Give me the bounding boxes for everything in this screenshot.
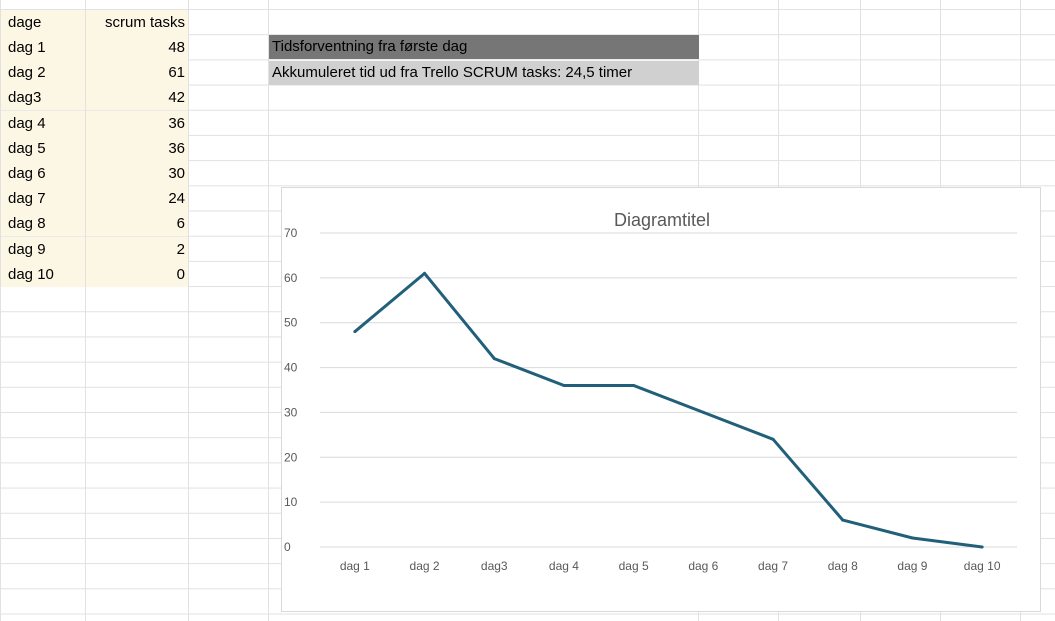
row-value-cell[interactable]: 61 <box>86 60 188 86</box>
chart-canvas: Diagramtitel 0 10 20 30 40 50 60 70 dag 1 dag 2 da… <box>284 210 1017 573</box>
column-divider <box>0 0 1 621</box>
data-point[interactable] <box>980 545 984 549</box>
data-point[interactable] <box>841 518 845 522</box>
column-divider <box>188 0 189 621</box>
x-tick-label: dag3 <box>481 559 508 573</box>
line-chart[interactable]: Diagramtitel 0 10 20 30 40 50 60 70 dag 1 dag 2 da… <box>281 187 1041 612</box>
x-tick-label: dag 7 <box>758 559 788 573</box>
expectation-banner[interactable]: Tidsforventning fra første dag <box>269 35 699 59</box>
x-tick-label: dag 8 <box>828 559 858 573</box>
y-tick-label: 40 <box>284 361 298 375</box>
y-tick-label: 0 <box>284 540 291 554</box>
series-line[interactable] <box>353 271 983 549</box>
data-point[interactable] <box>353 330 357 334</box>
row-value-cell[interactable]: 42 <box>86 85 188 111</box>
row-value-cell[interactable]: 36 <box>86 110 188 136</box>
y-tick-label: 70 <box>284 226 298 240</box>
header-cell-scrum-tasks[interactable]: scrum tasks <box>86 10 188 35</box>
x-tick-label: dag 9 <box>897 559 927 573</box>
row-label-cell[interactable]: dag3 <box>1 85 85 111</box>
y-tick-label: 20 <box>284 450 298 464</box>
y-tick-label: 10 <box>284 495 298 509</box>
row-label-cell[interactable]: dag 8 <box>1 211 85 237</box>
data-point[interactable] <box>910 536 914 540</box>
y-tick-label: 30 <box>284 405 298 419</box>
x-tick-label: dag 6 <box>688 559 718 573</box>
data-point[interactable] <box>562 384 566 388</box>
row-value-cell[interactable]: 6 <box>86 211 188 237</box>
row-label-cell[interactable]: dag 1 <box>1 35 85 60</box>
row-value-cell[interactable]: 30 <box>86 161 188 186</box>
x-tick-label: dag 1 <box>340 559 370 573</box>
y-tick-label: 60 <box>284 271 298 285</box>
accumulated-time-banner[interactable]: Akkumuleret tid ud fra Trello SCRUM task… <box>269 61 699 85</box>
row-value-cell[interactable]: 24 <box>86 186 188 212</box>
row-value-cell[interactable]: 36 <box>86 135 188 161</box>
row-label-cell[interactable]: dag 7 <box>1 186 85 212</box>
data-point[interactable] <box>492 357 496 361</box>
x-tick-label: dag 5 <box>619 559 649 573</box>
row-label-cell[interactable]: dag 5 <box>1 135 85 161</box>
row-label-cell[interactable]: dag 9 <box>1 236 85 262</box>
header-cell-days[interactable]: dage <box>1 10 85 35</box>
column-divider <box>85 0 86 621</box>
row-value-cell[interactable]: 2 <box>86 236 188 262</box>
row-label-cell[interactable]: dag 10 <box>1 261 85 287</box>
x-tick-label: dag 2 <box>410 559 440 573</box>
y-tick-label: 50 <box>284 316 298 330</box>
column-divider <box>268 0 269 621</box>
data-point[interactable] <box>771 437 775 441</box>
row-label-cell[interactable]: dag 2 <box>1 60 85 86</box>
data-point[interactable] <box>632 384 636 388</box>
row-label-cell[interactable]: dag 4 <box>1 110 85 136</box>
row-value-cell[interactable]: 48 <box>86 35 188 60</box>
data-point[interactable] <box>701 410 705 414</box>
row-value-cell[interactable]: 0 <box>86 261 188 287</box>
x-tick-label: dag 4 <box>549 559 579 573</box>
data-point[interactable] <box>423 271 427 275</box>
x-tick-label: dag 10 <box>964 559 1001 573</box>
row-label-cell[interactable]: dag 6 <box>1 161 85 186</box>
chart-title: Diagramtitel <box>614 210 710 230</box>
